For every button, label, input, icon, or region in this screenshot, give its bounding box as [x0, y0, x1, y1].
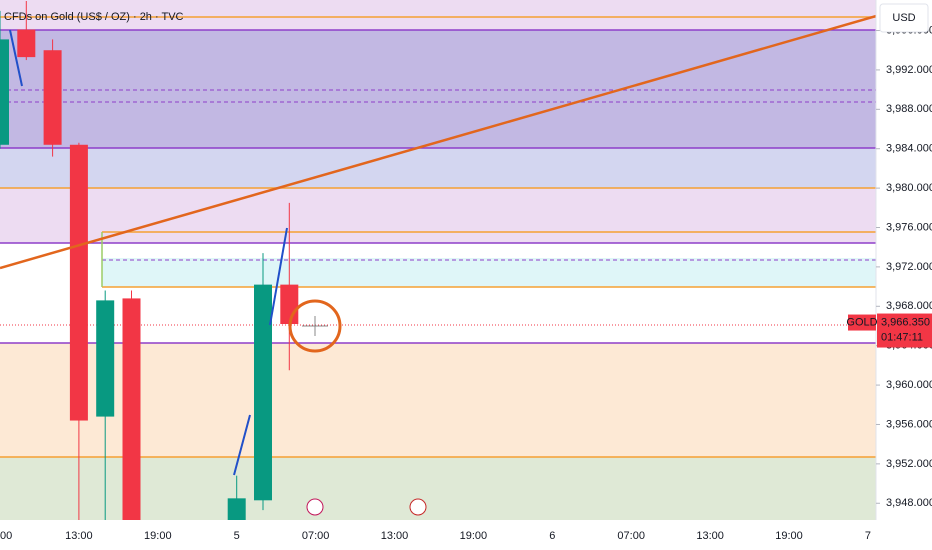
x-tick-label: 19:00 — [460, 530, 488, 542]
y-tick-label: 3,988.000 — [886, 103, 932, 115]
zone — [0, 0, 876, 30]
candle-body — [0, 39, 9, 145]
currency: USD — [892, 12, 915, 24]
zone — [102, 258, 876, 287]
x-tick-label: 13:00 — [381, 530, 409, 542]
symbol-label: GOLD — [846, 316, 877, 328]
candle-body — [96, 300, 115, 417]
y-tick-label: 3,980.000 — [886, 182, 932, 194]
candle-body — [43, 50, 62, 145]
price-tag — [877, 313, 932, 348]
x-tick-label: 6 — [549, 530, 555, 542]
y-tick-label: 3,960.000 — [886, 379, 932, 391]
x-tick-label: 13:00 — [65, 530, 93, 542]
zone — [0, 188, 876, 243]
price-label: 3,966.350 — [881, 316, 930, 328]
x-tick-label: 5 — [234, 530, 240, 542]
time-axis — [0, 520, 876, 550]
highlight-circle — [288, 299, 342, 353]
y-tick-label: 3,992.000 — [886, 64, 932, 76]
y-tick-label: 3,952.000 — [886, 458, 932, 470]
y-tick-label: 3,984.000 — [886, 143, 932, 155]
candle-body — [227, 498, 246, 520]
trend-line — [0, 14, 876, 270]
chart-title: CFDs on Gold (US$ / OZ) · 2h · TVC — [4, 11, 184, 23]
trend-line — [233, 414, 251, 476]
y-tick-label: 3,956.000 — [886, 418, 932, 430]
y-tick-label: 3,972.000 — [886, 261, 932, 273]
candle-body — [254, 284, 272, 501]
y-tick-label: 3,968.000 — [886, 300, 932, 312]
x-tick-label: 07:00 — [617, 530, 645, 542]
event-icon[interactable] — [306, 498, 324, 516]
x-tick-label: 13:00 — [696, 530, 724, 542]
trend-line — [9, 29, 23, 87]
drawings — [0, 14, 876, 516]
candle-body — [69, 144, 88, 421]
price-axis — [876, 0, 932, 550]
zone — [0, 343, 876, 457]
y-tick-label: 3,976.000 — [886, 221, 932, 233]
candle-body — [17, 29, 36, 58]
x-tick-label: 19:00 — [144, 530, 172, 542]
candles — [0, 0, 299, 520]
candle-body — [280, 284, 299, 325]
axes: 3,948.000 3,952.000 3,956.000 3,960.000 3,96… — [0, 24, 932, 542]
event-icon[interactable] — [409, 498, 427, 516]
x-tick-label: 7 — [865, 530, 871, 542]
x-tick-label: 19:00 — [775, 530, 803, 542]
candle-body — [122, 298, 141, 520]
zone — [0, 148, 876, 188]
x-tick-label: 07:00 — [302, 530, 330, 542]
y-tick-label: 3,948.000 — [886, 497, 932, 509]
trend-line — [269, 227, 288, 326]
x-tick-label: 00 — [0, 530, 12, 542]
zones — [0, 0, 876, 520]
symbol-tag — [848, 314, 876, 331]
zone — [0, 457, 876, 520]
currency-box[interactable] — [879, 3, 929, 33]
zone — [0, 30, 876, 148]
countdown: 01:47:11 — [881, 331, 923, 343]
